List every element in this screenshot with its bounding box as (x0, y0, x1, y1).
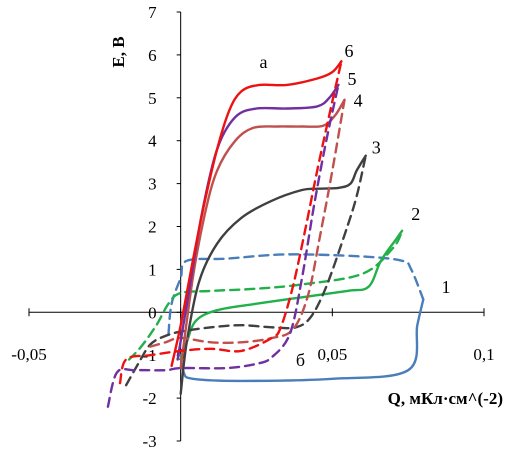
x-axis-title: Q, мКл·см^(-2) (388, 389, 503, 408)
series-5-dashed-line (106, 83, 340, 408)
series-3-solid-line (179, 154, 367, 395)
x-axis-ticks: -0,05 0 0,05 0,1 (11, 308, 495, 364)
series-2-dashed-line (127, 229, 404, 361)
y-tick-label: 3 (148, 175, 157, 194)
series-1-solid-line (179, 298, 425, 383)
series-1-dashed-line (167, 253, 425, 335)
y-tick-label: 1 (148, 260, 157, 279)
series-3-dashed-line (124, 154, 367, 387)
annotation-label: б (296, 350, 305, 370)
y-axis-title: E, B (109, 36, 128, 67)
x-tick-label: 0,05 (317, 345, 347, 364)
series-6-label: 6 (344, 41, 353, 61)
y-tick-label: 4 (148, 132, 157, 151)
y-tick-label: 5 (148, 89, 157, 108)
y-tick-label: -3 (142, 432, 156, 451)
y-tick-label: 2 (148, 218, 157, 237)
series-2-label: 2 (411, 204, 420, 224)
y-tick-label: 6 (148, 46, 157, 65)
series-6-dashed-line (118, 60, 343, 385)
series-2-solid-line (179, 229, 404, 361)
series-3-label: 3 (372, 138, 381, 158)
series-5-label: 5 (348, 69, 357, 89)
annotation-group: аб (260, 52, 306, 370)
x-tick-label: -0,05 (11, 345, 46, 364)
x-tick-label: 0,1 (473, 345, 494, 364)
series-4-label: 4 (354, 90, 363, 110)
y-tick-label: 0 (148, 303, 157, 322)
y-tick-label: -2 (142, 389, 156, 408)
annotation-label: а (260, 52, 268, 72)
series-6-solid-line (170, 60, 343, 368)
y-tick-label: 7 (148, 3, 157, 22)
series-1-label: 1 (442, 277, 451, 297)
